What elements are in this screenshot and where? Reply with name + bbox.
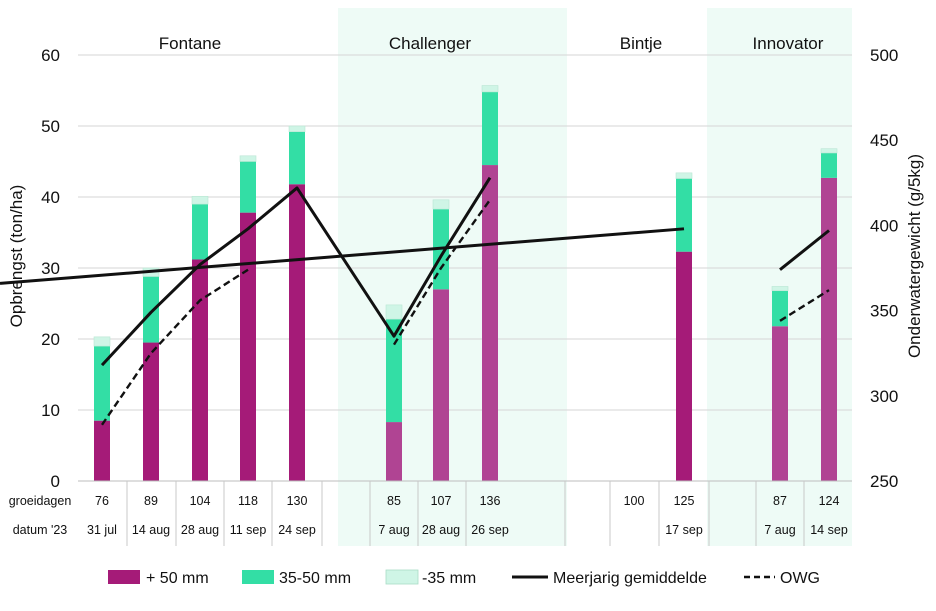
bar-5-mm35_50 bbox=[386, 319, 402, 423]
legend-swatch-mm35_50 bbox=[242, 570, 274, 584]
bar-2-minus35 bbox=[191, 195, 209, 205]
datum-0: 31 jul bbox=[87, 523, 117, 537]
variety-label-fontane: Fontane bbox=[159, 34, 221, 53]
right-tick-450: 450 bbox=[870, 131, 898, 150]
right-tick-350: 350 bbox=[870, 302, 898, 321]
bar-2-mm35_50 bbox=[192, 204, 208, 260]
legend-swatch-plus50 bbox=[108, 570, 140, 584]
bar-3-mm35_50 bbox=[240, 161, 256, 213]
left-tick-30: 30 bbox=[41, 259, 60, 278]
legend-label-owg: OWG bbox=[780, 570, 820, 587]
right-tick-500: 500 bbox=[870, 46, 898, 65]
groeidagen-1: 89 bbox=[144, 494, 158, 508]
row-label-datum: datum '23 bbox=[13, 523, 68, 537]
meerjarig-line-segment-0 bbox=[100, 176, 492, 367]
bar-1-mm35_50 bbox=[143, 276, 159, 343]
right-tick-250: 250 bbox=[870, 472, 898, 491]
owg-line-segment-0 bbox=[101, 268, 249, 426]
datum-11: 14 sep bbox=[810, 523, 848, 537]
stacked-bars bbox=[93, 85, 838, 482]
bar-4-minus35 bbox=[288, 125, 306, 132]
bar-9-plus50 bbox=[676, 251, 692, 481]
legend: + 50 mm 35-50 mm -35 mm Meerjarig gemiddeld… bbox=[108, 569, 820, 587]
datum-9: 17 sep bbox=[665, 523, 703, 537]
bar-2-plus50 bbox=[192, 259, 208, 481]
legend-swatch-minus35 bbox=[385, 569, 419, 585]
meerjarig-line-segment-2 bbox=[779, 229, 830, 271]
bar-11-plus50 bbox=[821, 177, 837, 481]
bar-6-plus50 bbox=[433, 289, 449, 481]
variety-label-innovator: Innovator bbox=[753, 34, 824, 53]
bar-0-minus35 bbox=[93, 336, 111, 347]
legend-label-meerjarig: Meerjarig gemiddelde bbox=[553, 570, 707, 587]
groeidagen-5: 85 bbox=[387, 494, 401, 508]
owg-line-segment-1 bbox=[392, 199, 491, 346]
bar-7-mm35_50 bbox=[482, 91, 498, 166]
left-tick-20: 20 bbox=[41, 330, 60, 349]
bar-6-minus35 bbox=[432, 199, 450, 210]
row-label-groeidagen: groeidagen bbox=[9, 494, 72, 508]
legend-label-plus50: + 50 mm bbox=[146, 570, 209, 587]
datum-3: 11 sep bbox=[230, 523, 267, 537]
bar-10-plus50 bbox=[772, 326, 788, 481]
left-tick-40: 40 bbox=[41, 188, 60, 207]
right-tick-400: 400 bbox=[870, 216, 898, 235]
owg-line-segment-2 bbox=[779, 289, 830, 322]
bar-4-mm35_50 bbox=[289, 131, 305, 185]
legend-label-mm35_50: 35-50 mm bbox=[279, 570, 351, 587]
legend-label-minus35: -35 mm bbox=[422, 570, 476, 587]
trend-lines bbox=[0, 176, 830, 426]
groeidagen-6: 107 bbox=[431, 494, 452, 508]
datum-4: 24 sep bbox=[278, 523, 316, 537]
datum-5: 7 aug bbox=[378, 523, 409, 537]
groeidagen-2: 104 bbox=[190, 494, 211, 508]
groeidagen-11: 124 bbox=[819, 494, 840, 508]
groeidagen-4: 130 bbox=[287, 494, 308, 508]
datum-7: 26 sep bbox=[471, 523, 509, 537]
left-axis-title: Opbrengst (ton/ha) bbox=[7, 185, 26, 328]
bar-5-plus50 bbox=[386, 422, 402, 481]
meerjarig-line-segment-1 bbox=[0, 227, 685, 285]
groeidagen-3: 118 bbox=[238, 494, 258, 508]
bar-9-mm35_50 bbox=[676, 178, 692, 252]
datum-6: 28 aug bbox=[422, 523, 460, 537]
groeidagen-9: 125 bbox=[674, 494, 695, 508]
bar-4-plus50 bbox=[289, 184, 305, 481]
bar-7-plus50 bbox=[482, 165, 498, 482]
category-table: groeidagen datum '23 76 31 jul 89 14 aug 104 28… bbox=[9, 481, 848, 546]
axes: 0 10 20 30 40 50 60 250 300 350 400 450 500 Opbrengst… bbox=[7, 34, 924, 491]
right-tick-300: 300 bbox=[870, 387, 898, 406]
datum-10: 7 aug bbox=[764, 523, 795, 537]
variety-label-bintje: Bintje bbox=[620, 34, 663, 53]
left-tick-0: 0 bbox=[51, 472, 60, 491]
groeidagen-0: 76 bbox=[95, 494, 109, 508]
groeidagen-8: 100 bbox=[624, 494, 645, 508]
bar-10-mm35_50 bbox=[772, 290, 788, 327]
datum-1: 14 aug bbox=[132, 523, 170, 537]
bar-3-plus50 bbox=[240, 212, 256, 481]
bar-0-mm35_50 bbox=[94, 346, 110, 421]
bar-1-plus50 bbox=[143, 342, 159, 481]
bar-11-minus35 bbox=[820, 148, 838, 154]
left-tick-50: 50 bbox=[41, 117, 60, 136]
groeidagen-7: 136 bbox=[480, 494, 501, 508]
datum-2: 28 aug bbox=[181, 523, 219, 537]
left-tick-60: 60 bbox=[41, 46, 60, 65]
groeidagen-10: 87 bbox=[773, 494, 787, 508]
bar-11-mm35_50 bbox=[821, 152, 837, 178]
bar-7-minus35 bbox=[481, 85, 499, 93]
variety-shade-0 bbox=[338, 8, 567, 546]
left-tick-10: 10 bbox=[41, 401, 60, 420]
bar-5-minus35 bbox=[385, 304, 403, 320]
variety-label-challenger: Challenger bbox=[389, 34, 472, 53]
bar-0-plus50 bbox=[94, 420, 110, 481]
right-axis-title: Onderwatergewicht (g/5kg) bbox=[905, 154, 924, 358]
bar-3-minus35 bbox=[239, 155, 257, 162]
bar-9-minus35 bbox=[675, 172, 693, 179]
bar-10-minus35 bbox=[771, 286, 789, 292]
